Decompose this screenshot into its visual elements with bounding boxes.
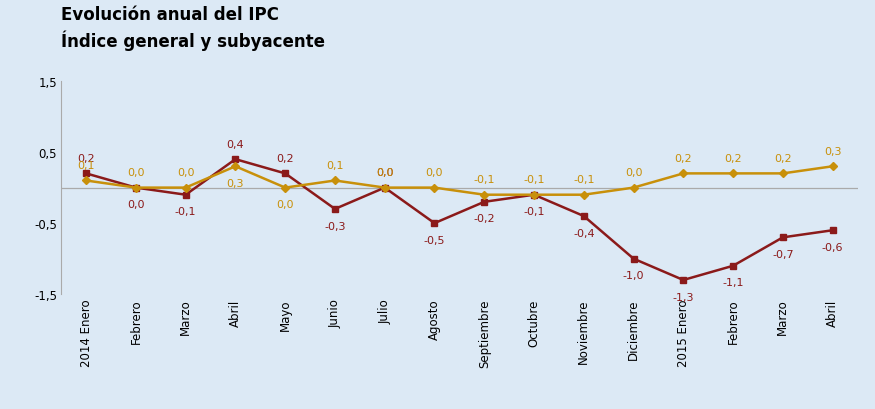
Text: 0,4: 0,4 xyxy=(227,139,244,150)
Text: 0,2: 0,2 xyxy=(675,154,692,164)
Text: 0,0: 0,0 xyxy=(276,200,294,210)
Text: 0,3: 0,3 xyxy=(227,178,244,189)
Text: 0,3: 0,3 xyxy=(824,147,842,157)
Text: -0,1: -0,1 xyxy=(473,175,495,185)
Text: 0,0: 0,0 xyxy=(127,168,144,178)
Text: -0,4: -0,4 xyxy=(573,228,595,238)
Text: Índice general y subyacente: Índice general y subyacente xyxy=(61,31,326,51)
Text: -0,1: -0,1 xyxy=(523,207,545,217)
Text: -0,5: -0,5 xyxy=(424,235,445,245)
Text: 0,0: 0,0 xyxy=(625,168,642,178)
Text: -1,3: -1,3 xyxy=(673,292,694,302)
Text: -0,6: -0,6 xyxy=(822,242,844,252)
Text: 0,1: 0,1 xyxy=(77,161,94,171)
Text: Evolución anual del IPC: Evolución anual del IPC xyxy=(61,6,279,24)
Text: 0,1: 0,1 xyxy=(326,161,344,171)
Text: 0,2: 0,2 xyxy=(276,154,294,164)
Text: 0,0: 0,0 xyxy=(426,168,444,178)
Text: -1,0: -1,0 xyxy=(623,271,644,281)
Text: -0,7: -0,7 xyxy=(772,249,794,259)
Text: -0,2: -0,2 xyxy=(473,214,495,224)
Text: 0,2: 0,2 xyxy=(774,154,792,164)
Text: -0,1: -0,1 xyxy=(573,175,594,185)
Text: -0,1: -0,1 xyxy=(175,207,196,217)
Text: 0,2: 0,2 xyxy=(724,154,742,164)
Text: 0,0: 0,0 xyxy=(177,168,194,178)
Text: -0,1: -0,1 xyxy=(523,175,545,185)
Text: 0,0: 0,0 xyxy=(376,168,394,178)
Text: -0,3: -0,3 xyxy=(325,221,346,231)
Text: -1,1: -1,1 xyxy=(723,278,744,288)
Text: 0,0: 0,0 xyxy=(376,168,394,178)
Text: 0,2: 0,2 xyxy=(77,154,95,164)
Text: 0,0: 0,0 xyxy=(127,200,144,210)
